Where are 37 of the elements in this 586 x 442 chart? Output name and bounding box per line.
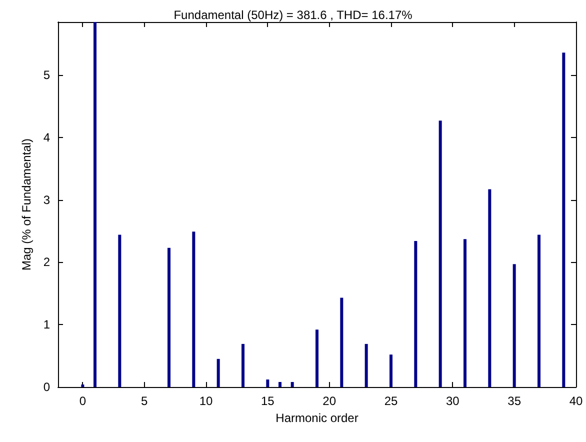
x-tick-label: 10 <box>199 394 213 408</box>
bar <box>538 234 540 387</box>
bar <box>242 344 244 387</box>
bar <box>216 358 220 387</box>
bar <box>340 298 344 387</box>
x-tick-label: 0 <box>79 394 86 408</box>
bar <box>438 120 442 387</box>
x-tick-label: 20 <box>322 394 336 408</box>
bar <box>290 382 294 387</box>
y-tick-label: 2 <box>43 255 50 270</box>
chart-title: Fundamental (50Hz) = 381.6 , THD= 16.17% <box>174 8 413 22</box>
y-tick-label: 0 <box>43 380 50 394</box>
x-tick-label: 40 <box>569 394 583 408</box>
bar <box>364 344 368 387</box>
x-axis-title: Harmonic order <box>276 410 358 425</box>
bar <box>390 354 392 387</box>
x-tick-label: 15 <box>260 394 275 408</box>
y-tick-label: 4 <box>43 130 50 144</box>
y-tick-label: 5 <box>43 68 50 82</box>
x-tick-label: 25 <box>384 394 398 408</box>
bar <box>192 232 196 387</box>
y-axis-title: Mag (% of Fundamental) <box>19 138 34 271</box>
bar <box>94 22 96 387</box>
bar <box>414 241 418 387</box>
x-tick-label: 5 <box>140 394 148 408</box>
bar <box>118 234 122 387</box>
x-tick-label: 30 <box>446 394 460 408</box>
bar <box>316 330 318 387</box>
bar <box>562 52 566 387</box>
bar <box>512 264 516 387</box>
bar <box>278 382 282 387</box>
y-tick-label: 1 <box>43 318 50 332</box>
y-tick-label: 3 <box>43 192 50 207</box>
bar <box>168 248 170 387</box>
x-tick-label: 35 <box>508 394 522 408</box>
bar <box>488 189 492 387</box>
bar <box>464 239 466 387</box>
